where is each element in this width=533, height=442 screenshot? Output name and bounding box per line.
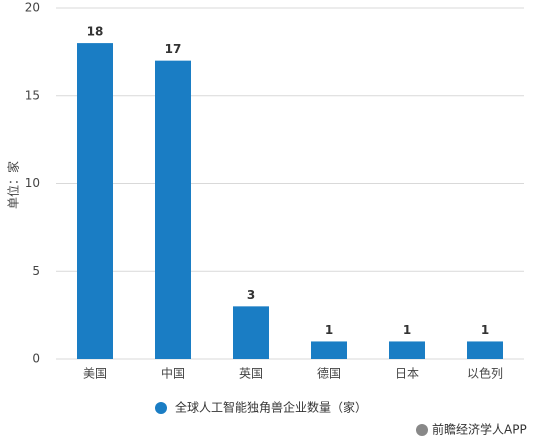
x-tick-label: 日本 xyxy=(395,367,419,381)
data-label: 1 xyxy=(403,323,411,337)
x-tick-label: 英国 xyxy=(239,367,263,381)
source: 前瞻经济学人APP xyxy=(432,422,527,437)
data-label: 18 xyxy=(87,25,104,39)
bar xyxy=(311,341,347,359)
y-tick-label: 20 xyxy=(25,1,40,15)
data-label: 3 xyxy=(247,288,255,302)
y-axis-label: 单位：家 xyxy=(6,161,21,209)
bar xyxy=(77,43,113,359)
x-tick-label: 美国 xyxy=(83,367,107,381)
source-icon xyxy=(416,424,428,436)
y-tick-label: 0 xyxy=(32,352,40,366)
data-label: 1 xyxy=(481,323,489,337)
legend-marker xyxy=(155,402,167,414)
x-tick-label: 德国 xyxy=(317,366,341,381)
legend-label: 全球人工智能独角兽企业数量（家） xyxy=(175,400,367,415)
x-tick-label: 以色列 xyxy=(467,367,503,381)
data-label: 17 xyxy=(165,42,182,56)
y-tick-label: 5 xyxy=(32,264,40,278)
y-tick-label: 15 xyxy=(25,88,40,102)
bar xyxy=(467,341,503,359)
bar xyxy=(389,341,425,359)
y-tick-label: 10 xyxy=(25,176,40,190)
bar xyxy=(233,306,269,359)
bar xyxy=(155,60,191,360)
x-tick-label: 中国 xyxy=(161,366,185,381)
data-label: 1 xyxy=(325,323,333,337)
